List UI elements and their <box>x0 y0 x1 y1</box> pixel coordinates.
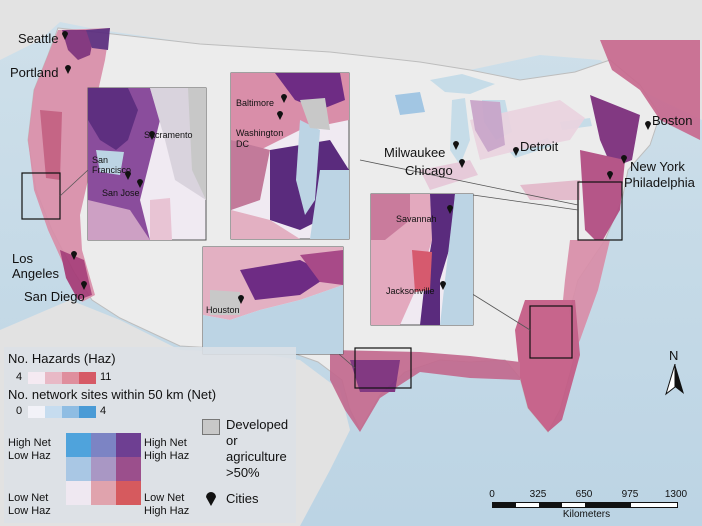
bivariate-label-high-net-low-haz-2: Low Haz <box>8 450 51 462</box>
city-label-milwaukee: Milwaukee <box>384 145 446 160</box>
inset-label-san-francisco-1: San <box>92 155 109 165</box>
bivariate-swatch-1-0 <box>66 457 91 481</box>
scale-bar-graphic <box>492 502 678 508</box>
net-legend-title: No. network sites within 50 km (Net) <box>8 387 217 402</box>
inset-label-jacksonville: Jacksonville <box>386 286 435 296</box>
net-min-label: 0 <box>16 405 23 417</box>
city-label-philadelphia: Philadelphia <box>624 175 695 190</box>
bivariate-label-low-net-low-haz-1: Low Net <box>8 492 49 504</box>
lake-superior <box>430 74 495 94</box>
chesapeake-inset <box>230 72 350 240</box>
net-swatch-3 <box>79 406 96 418</box>
city-label-san-diego: San Diego <box>24 289 85 304</box>
map-legend: No. Hazards (Haz) 4 11 No. network sites… <box>4 347 296 523</box>
north-arrow-icon <box>665 364 684 396</box>
bivariate-label-high-net-high-haz-2: High Haz <box>144 450 190 462</box>
scale-tick-2: 650 <box>575 489 593 500</box>
city-label-los-angeles-1: Los <box>12 251 33 266</box>
canada-land <box>0 0 702 120</box>
inset-label-washington-1: Washington <box>236 128 284 138</box>
bivariate-swatch-1-2 <box>116 457 141 481</box>
city-label-seattle: Seattle <box>18 31 59 46</box>
cities-legend-label: Cities <box>226 491 259 506</box>
haz-min-label: 4 <box>16 371 23 383</box>
inset-label-savannah: Savannah <box>396 214 437 224</box>
developed-swatch <box>202 419 220 435</box>
city-label-boston: Boston <box>652 113 693 128</box>
scale-bar: 0 325 650 975 1300 Kilometers <box>484 489 689 521</box>
bivariate-label-low-net-low-haz-2: Low Haz <box>8 505 51 517</box>
haz-swatch-2 <box>62 372 79 384</box>
bivariate-label-high-net-low-haz-1: High Net <box>8 437 51 449</box>
bivariate-label-high-net-high-haz-1: High Net <box>144 437 187 449</box>
net-color-ramp <box>28 406 96 418</box>
bivariate-color-grid <box>66 433 141 505</box>
inset-label-sacramento: Sacramento <box>144 130 193 140</box>
developed-label-2: or <box>226 433 238 448</box>
scale-tick-1: 325 <box>529 489 547 500</box>
bivariate-swatch-2-1 <box>91 481 116 505</box>
sf-bay-inset <box>87 87 207 241</box>
bivariate-swatch-0-0 <box>66 433 91 457</box>
texas-inset <box>202 246 344 355</box>
georgia-florida-inset-box <box>529 305 573 359</box>
developed-label-4: >50% <box>226 465 260 480</box>
city-label-chicago: Chicago <box>405 163 453 178</box>
bivariate-swatch-0-1 <box>91 433 116 457</box>
chesapeake-inset-box <box>577 181 623 241</box>
haz-legend-title: No. Hazards (Haz) <box>8 351 116 366</box>
city-label-detroit: Detroit <box>520 139 559 154</box>
city-pin-icon <box>206 492 216 506</box>
haz-swatch-3 <box>79 372 96 384</box>
haz-swatch-0 <box>28 372 45 384</box>
bivariate-swatch-2-0 <box>66 481 91 505</box>
haz-color-ramp <box>28 372 96 384</box>
inset-label-san-francisco-2: Francisco <box>92 165 132 175</box>
developed-label-1: Developed <box>226 417 289 432</box>
city-label-new-york: New York <box>630 159 685 174</box>
city-label-portland: Portland <box>10 65 59 80</box>
bivariate-label-low-net-high-haz-1: Low Net <box>144 492 185 504</box>
bivariate-swatch-0-2 <box>116 433 141 457</box>
haz-swatch-1 <box>45 372 62 384</box>
lake-michigan <box>450 98 470 165</box>
north-arrow: N <box>660 348 690 398</box>
georgia-florida-inset <box>370 193 474 326</box>
haz-max-label: 11 <box>100 371 112 383</box>
net-max-label: 4 <box>100 405 107 417</box>
net-swatch-0 <box>28 406 45 418</box>
bivariate-swatch-2-2 <box>116 481 141 505</box>
net-swatch-1 <box>45 406 62 418</box>
scale-unit-label: Kilometers <box>562 509 611 520</box>
city-pins <box>62 31 651 304</box>
bivariate-label-low-net-high-haz-2: High Haz <box>144 505 190 517</box>
scale-tick-0: 0 <box>489 489 495 500</box>
city-label-los-angeles-2: Angeles <box>12 266 59 281</box>
inset-label-san-jose: San Jose <box>102 188 140 198</box>
net-swatch-2 <box>62 406 79 418</box>
inset-label-baltimore: Baltimore <box>236 98 275 108</box>
inset-label-washington-2: DC <box>236 139 249 149</box>
scale-tick-3: 975 <box>621 489 639 500</box>
bivariate-swatch-1-1 <box>91 457 116 481</box>
scale-tick-4: 1300 <box>664 489 688 500</box>
inset-label-houston: Houston <box>206 305 240 315</box>
north-arrow-label: N <box>669 348 679 363</box>
developed-label-3: agriculture <box>226 449 287 464</box>
